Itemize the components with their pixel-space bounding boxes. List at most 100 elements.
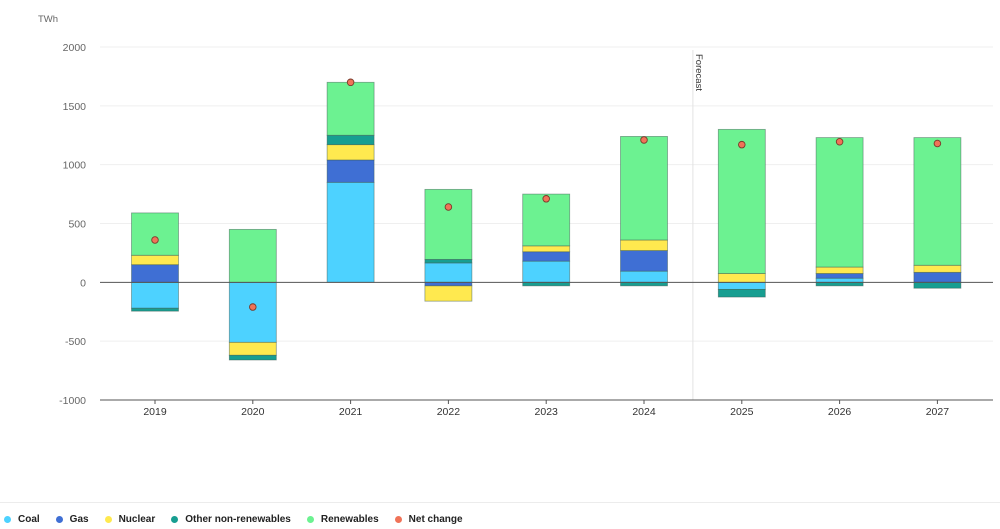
bar-stack-2026 — [815, 137, 864, 287]
forecast-divider: Forecast — [692, 50, 704, 400]
bar-segment-coal — [228, 281, 277, 343]
bar-segment-gas — [522, 251, 571, 262]
bar-segment-gas — [913, 271, 962, 283]
net-change-points — [151, 78, 942, 311]
legend-label: Net change — [408, 514, 463, 525]
bar-segment-renewables — [815, 137, 864, 268]
bar-segment-renewables — [326, 81, 375, 136]
legend: Coal Gas Nuclear Other non-renewables Renewa… — [4, 514, 479, 525]
bar-segment-renewables — [913, 137, 962, 266]
bar-segment-other-non-renewables — [717, 288, 766, 298]
y-tick-label: 2000 — [63, 42, 87, 54]
legend-dot-icon — [55, 516, 63, 523]
legend-dot-icon — [394, 516, 402, 523]
x-tick-label: 2026 — [828, 406, 852, 418]
bar-segment-renewables — [620, 136, 668, 241]
bar-segment-nuclear — [326, 144, 375, 161]
bar-segment-nuclear — [717, 273, 766, 283]
x-tick-label: 2025 — [730, 406, 754, 418]
legend-item-coal[interactable]: Coal — [4, 514, 40, 525]
net-change-point — [151, 236, 159, 244]
x-tick-label: 2027 — [926, 406, 950, 418]
y-tick-label: 0 — [80, 277, 86, 289]
legend-label: Renewables — [320, 514, 379, 525]
legend-item-renewables[interactable]: Renewables — [306, 514, 379, 525]
bar-stack-2023 — [522, 193, 571, 287]
legend-dot-icon — [104, 516, 112, 523]
bar-segment-other-non-renewables — [522, 281, 571, 287]
bar-segment-coal — [815, 277, 864, 283]
bar-segment-renewables — [131, 212, 179, 256]
bar-segment-gas — [326, 159, 375, 183]
bar-segment-other-non-renewables — [228, 354, 277, 361]
y-tick-label: 1000 — [63, 160, 87, 172]
bar-segment-gas — [424, 281, 473, 287]
bar-segment-other-non-renewables — [913, 281, 962, 289]
bar-segment-coal — [620, 270, 668, 283]
net-change-point — [738, 140, 746, 149]
legend-label: Nuclear — [118, 514, 156, 525]
bar-segment-coal — [424, 262, 473, 283]
legend-label: Coal — [18, 514, 40, 525]
bar-segment-other-non-renewables — [620, 281, 668, 287]
bar-segment-gas — [620, 250, 668, 272]
net-change-point — [933, 139, 942, 148]
bar-stack-2022 — [424, 188, 473, 302]
bar-stack-2024 — [620, 136, 668, 287]
net-change-point — [444, 203, 453, 211]
legend-item-other-non-renewables[interactable]: Other non-renewables — [171, 514, 291, 525]
bar-segment-coal — [522, 260, 571, 283]
y-tick-label: -500 — [65, 336, 86, 348]
net-change-point — [346, 78, 355, 87]
x-axis: 2019 2020 2021 2022 2023 2024 2025 2026 2027 — [100, 399, 993, 418]
net-change-point — [542, 195, 550, 203]
bar-segment-other-non-renewables — [131, 307, 179, 312]
bar-segment-nuclear — [620, 239, 668, 251]
y-tick-label: 500 — [68, 219, 86, 231]
legend-item-gas[interactable]: Gas — [55, 514, 89, 525]
legend-label: Gas — [69, 514, 89, 525]
bar-segment-renewables — [424, 188, 473, 260]
y-tick-label: -1000 — [59, 395, 86, 407]
bar-segment-gas — [131, 264, 179, 283]
chart: TWh 2000 1500 1000 500 0 -500 -1000 Forecast 2… — [38, 14, 993, 418]
bar-segment-nuclear — [815, 266, 864, 274]
bar-stack-2025 — [717, 128, 766, 298]
y-axis-unit-label: TWh — [38, 14, 58, 25]
legend-item-nuclear[interactable]: Nuclear — [104, 514, 156, 525]
y-tick-label: 1500 — [63, 101, 87, 113]
bar-segment-other-non-renewables — [424, 258, 473, 264]
bars — [131, 81, 962, 361]
bar-segment-coal — [326, 181, 375, 283]
x-tick-label: 2022 — [437, 406, 461, 418]
legend-divider — [0, 502, 1000, 503]
net-change-point — [640, 136, 648, 144]
x-tick-label: 2024 — [632, 406, 656, 418]
bar-segment-coal — [131, 281, 179, 309]
bar-segment-other-non-renewables — [815, 281, 864, 287]
x-tick-label: 2023 — [535, 406, 559, 418]
bar-segment-nuclear — [522, 245, 571, 253]
bar-stack-2021 — [326, 81, 375, 283]
net-change-point — [835, 137, 844, 146]
y-axis: 2000 1500 1000 500 0 -500 -1000 — [59, 42, 86, 407]
legend-item-net-change[interactable]: Net change — [394, 514, 463, 525]
bar-segment-nuclear — [228, 341, 277, 356]
bar-stack-2027 — [913, 137, 962, 289]
bar-segment-renewables — [228, 228, 277, 283]
x-tick-label: 2021 — [339, 406, 363, 418]
legend-dot-icon — [171, 516, 179, 523]
legend-dot-icon — [4, 516, 11, 523]
legend-dot-icon — [306, 516, 314, 523]
bar-stack-2019 — [131, 212, 179, 312]
bar-segment-other-non-renewables — [326, 134, 375, 146]
bar-segment-gas — [815, 273, 864, 279]
x-tick-label: 2020 — [241, 406, 265, 418]
bar-segment-renewables — [522, 193, 571, 247]
bar-segment-nuclear — [131, 254, 179, 266]
bar-segment-renewables — [717, 128, 766, 274]
bar-segment-nuclear — [424, 285, 473, 302]
net-change-point — [249, 303, 257, 311]
bar-stack-2020 — [228, 228, 277, 361]
x-tick-label: 2019 — [143, 406, 167, 418]
